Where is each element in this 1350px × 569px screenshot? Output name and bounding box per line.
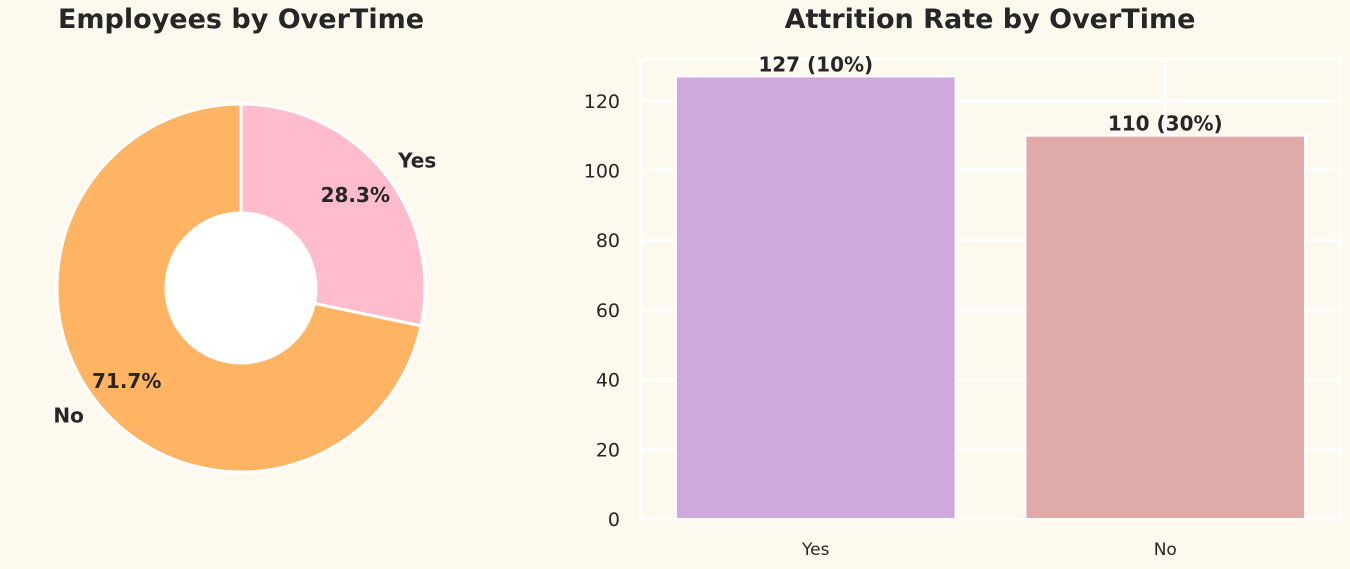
bar-yes bbox=[674, 75, 957, 520]
y-tick-label: 80 bbox=[596, 230, 620, 252]
bar-value-label: 110 (30%) bbox=[1108, 112, 1223, 136]
pie-slice-yes bbox=[239, 102, 427, 328]
pie-chart-title: Employees by OverTime bbox=[57, 4, 425, 35]
pie-label-no: No bbox=[53, 404, 83, 428]
x-tick-label: Yes bbox=[801, 540, 830, 560]
y-tick-label: 20 bbox=[596, 439, 620, 461]
y-tick-label: 0 bbox=[608, 509, 620, 531]
bar-no bbox=[1024, 134, 1307, 521]
bar-value-label: 127 (10%) bbox=[758, 52, 873, 76]
y-tick-label: 40 bbox=[596, 370, 620, 392]
bar-chart-title: Attrition Rate by OverTime bbox=[784, 4, 1196, 35]
y-tick-label: 100 bbox=[584, 161, 620, 183]
pie-label-yes: Yes bbox=[397, 148, 436, 172]
donut-hole bbox=[166, 213, 316, 363]
y-tick-label: 120 bbox=[584, 91, 620, 113]
x-tick-label: No bbox=[1154, 540, 1177, 560]
pie-pct-no: 71.7% bbox=[92, 369, 161, 393]
pie-pct-yes: 28.3% bbox=[321, 183, 390, 207]
y-tick-label: 60 bbox=[596, 300, 620, 322]
donut-chart: Yes 28.3% No 71.7% bbox=[53, 102, 436, 474]
